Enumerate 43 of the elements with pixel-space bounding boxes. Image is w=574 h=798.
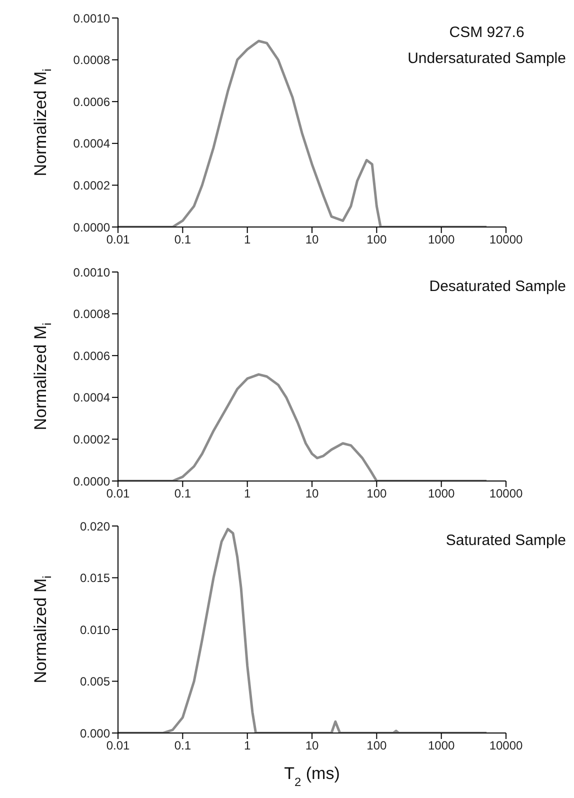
- x-tick-label: 1: [244, 232, 251, 247]
- x-tick-label: 1000: [428, 232, 456, 247]
- y-tick-label: 0.010: [80, 622, 110, 637]
- x-tick-label: 1000: [428, 738, 456, 753]
- x-tick-label: 10: [305, 486, 319, 501]
- y-tick-label: 0.0004: [73, 390, 110, 405]
- y-tick-label: 0.0008: [73, 307, 110, 322]
- y-tick-label: 0.0010: [73, 11, 110, 26]
- x-tick-label: 0.1: [174, 486, 192, 501]
- annotation: Saturated Sample: [446, 531, 566, 551]
- x-tick-label: 0.1: [174, 738, 192, 753]
- y-tick-label: 0.0002: [73, 178, 110, 192]
- x-tick-label: 10000: [489, 486, 524, 501]
- x-tick-label: 100: [366, 232, 387, 247]
- y-tick-label: 0.020: [80, 519, 110, 534]
- x-tick-label: 10: [305, 232, 319, 247]
- annotation: Undersaturated Sample: [408, 49, 566, 69]
- y-tick-label: 0.0004: [73, 136, 110, 151]
- x-tick-label: 0.01: [106, 486, 130, 501]
- x-tick-label: 100: [366, 486, 387, 501]
- y-tick-label: 0.0008: [73, 53, 110, 68]
- x-tick-label: 1000: [428, 486, 456, 501]
- x-tick-label: 10000: [489, 232, 524, 247]
- x-tick-label: 100: [366, 738, 387, 753]
- y-tick-label: 0.0002: [73, 432, 110, 446]
- x-tick-label: 0.1: [174, 232, 192, 247]
- annotation: Desaturated Sample: [429, 277, 566, 297]
- y-tick-label: 0.005: [80, 674, 110, 689]
- x-tick-label: 0.01: [106, 232, 130, 247]
- y-tick-label: 0.000: [80, 726, 110, 740]
- x-tick-label: 10: [305, 738, 319, 753]
- x-axis-title: T$_{2}$ (ms): [284, 764, 340, 789]
- x-tick-label: 0.01: [106, 738, 130, 753]
- y-tick-label: 0.0010: [73, 265, 110, 280]
- annotation: CSM 927.6: [448, 23, 526, 43]
- y-tick-label: 0.0000: [73, 220, 110, 234]
- y-tick-label: 0.0000: [73, 474, 110, 488]
- x-tick-label: 10000: [489, 738, 524, 753]
- x-tick-label: 1: [244, 486, 251, 501]
- x-tick-label: 1: [244, 738, 251, 753]
- y-tick-label: 0.015: [80, 571, 110, 586]
- y-tick-label: 0.0006: [73, 348, 110, 363]
- y-tick-label: 0.0006: [73, 94, 110, 109]
